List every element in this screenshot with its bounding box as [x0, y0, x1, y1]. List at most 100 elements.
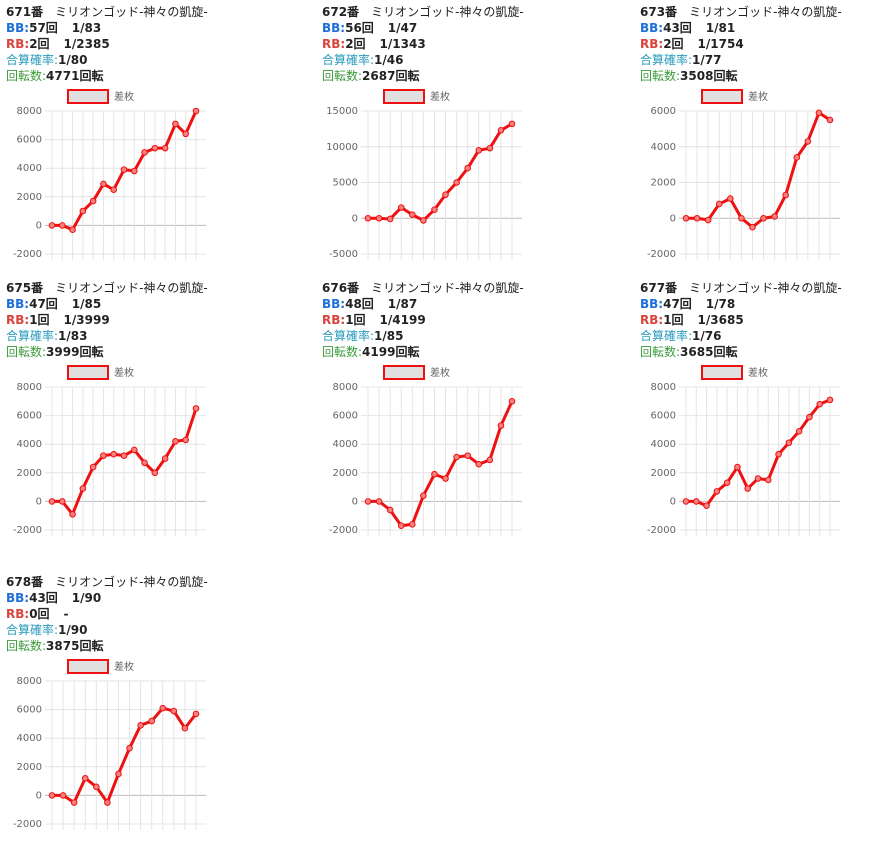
y-tick-label: 8000: [333, 382, 358, 393]
point: [793, 154, 801, 161]
y-tick-label: 4000: [17, 163, 42, 174]
spins-line: 回転数:3508回転: [640, 68, 880, 84]
y-tick-label: 2000: [651, 178, 676, 189]
total-line: 合算確率:1/77: [640, 52, 880, 68]
total-label: 合算確率:: [640, 329, 693, 343]
bb-label: BB:: [6, 591, 30, 605]
rb-label: RB:: [322, 37, 346, 51]
bb-count: 47回: [663, 297, 692, 311]
point: [79, 207, 87, 215]
y-tick-label: 6000: [17, 135, 42, 146]
rb-label: RB:: [322, 313, 346, 327]
bb-label: BB:: [640, 21, 664, 35]
spins-line: 回転数:4771回転: [6, 68, 246, 84]
point: [70, 799, 78, 806]
total-value: 1/77: [692, 53, 722, 67]
point: [141, 149, 148, 156]
total-label: 合算確率:: [6, 329, 59, 343]
spins-line: 回転数:2687回転: [322, 68, 562, 84]
spins-label: 回転数:: [322, 69, 363, 83]
point: [148, 717, 155, 725]
y-tick-label: 0: [36, 790, 42, 801]
bb-rate: 1/47: [387, 21, 418, 35]
header-line: 677番 ミリオンゴッド-神々の凱旋-: [640, 280, 880, 296]
bb-label: BB:: [6, 297, 30, 311]
bb-label: BB:: [322, 21, 346, 35]
machine-number: 671番: [6, 5, 44, 19]
bb-count: 57回: [29, 21, 58, 35]
point: [804, 138, 812, 145]
point: [79, 485, 87, 492]
point: [771, 213, 778, 220]
point: [375, 498, 383, 505]
point: [749, 223, 756, 231]
total-value: 1/46: [374, 53, 404, 67]
spins-value: 4771回転: [46, 69, 104, 83]
point: [172, 120, 179, 128]
bb-line: BB:47回 1/85: [6, 296, 246, 312]
point: [364, 214, 372, 222]
spins-line: 回転数:3685回転: [640, 344, 880, 360]
point: [508, 398, 516, 405]
point: [693, 214, 701, 222]
rb-rate: 1/2385: [63, 37, 110, 51]
spins-value: 3685回転: [680, 345, 738, 359]
point: [364, 498, 372, 505]
y-tick-label: 8000: [17, 106, 42, 117]
point: [137, 722, 144, 729]
spins-label: 回転数:: [6, 345, 47, 359]
point: [442, 191, 449, 198]
point: [120, 452, 128, 459]
total-line: 合算確率:1/90: [6, 622, 246, 638]
machine-card: 675番 ミリオンゴッド-神々の凱旋- BB:47回 1/85 RB:1回 1/3999 合…: [6, 280, 246, 550]
bb-count: 43回: [663, 21, 692, 35]
legend-swatch: [67, 659, 109, 674]
rb-count: 2回: [663, 37, 684, 51]
point: [182, 436, 190, 444]
point: [58, 498, 66, 505]
header-line: 673番 ミリオンゴッド-神々の凱旋-: [640, 4, 880, 20]
total-value: 1/85: [374, 329, 404, 343]
point: [713, 488, 721, 495]
total-value: 1/80: [58, 53, 88, 67]
rb-line: RB:1回 1/3685: [640, 312, 880, 328]
point: [69, 510, 76, 518]
chart: -2000 0 2000 4000 6000 差枚: [647, 89, 840, 260]
point: [764, 476, 772, 484]
y-tick-label: 0: [36, 220, 42, 231]
point: [397, 522, 405, 530]
spins-label: 回転数:: [640, 345, 681, 359]
legend-label: 差枚: [114, 660, 134, 673]
total-label: 合算確率:: [6, 53, 59, 67]
point: [409, 211, 416, 218]
total-line: 合算確率:1/46: [322, 52, 562, 68]
legend-swatch: [383, 365, 425, 380]
rb-count: 2回: [345, 37, 366, 51]
y-tick-label: 15000: [326, 106, 358, 117]
header-line: 672番 ミリオンゴッド-神々の凱旋-: [322, 4, 562, 20]
point: [795, 428, 803, 435]
spins-value: 3999回転: [46, 345, 104, 359]
y-tick-label: 8000: [17, 676, 42, 687]
point: [48, 792, 56, 799]
bb-label: BB:: [322, 297, 346, 311]
spins-value: 4199回転: [362, 345, 420, 359]
y-tick-label: 6000: [333, 411, 358, 422]
chart: -2000 0 2000 4000 6000 8000 差枚: [329, 365, 522, 536]
y-tick-label: 10000: [326, 142, 358, 153]
legend-swatch: [701, 89, 743, 104]
point: [703, 502, 710, 509]
point: [744, 485, 752, 492]
rb-rate: 1/1754: [697, 37, 744, 51]
point: [682, 498, 690, 505]
point: [100, 180, 107, 188]
legend-label: 差枚: [430, 366, 450, 379]
point: [409, 520, 416, 528]
machine-card: 676番 ミリオンゴッド-神々の凱旋- BB:48回 1/87 RB:1回 1/4199 合…: [322, 280, 562, 550]
machine-name: ミリオンゴッド-神々の凱旋-: [689, 5, 842, 19]
y-tick-label: 8000: [17, 382, 42, 393]
point: [475, 147, 483, 154]
machine-number: 676番: [322, 281, 360, 295]
bb-rate: 1/83: [71, 21, 102, 35]
